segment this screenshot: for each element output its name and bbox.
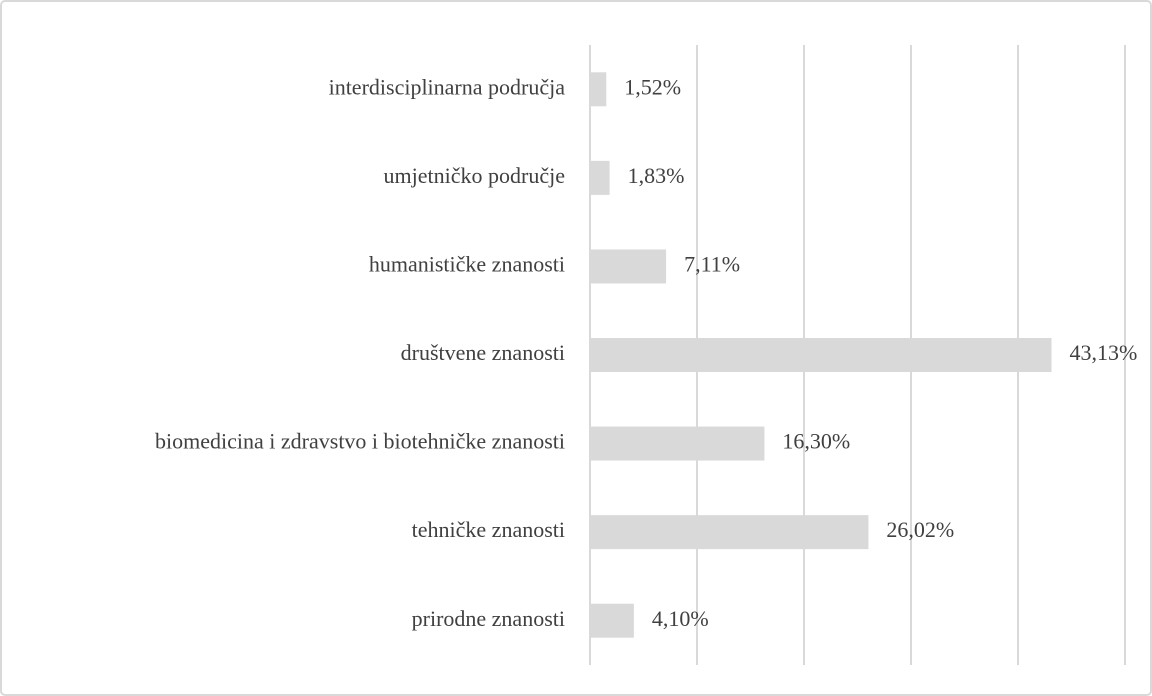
bar bbox=[590, 426, 765, 461]
data-label: 26,02% bbox=[886, 517, 954, 542]
data-label: 16,30% bbox=[782, 429, 850, 454]
bar bbox=[590, 72, 607, 107]
bar bbox=[590, 515, 869, 550]
bar bbox=[590, 160, 610, 195]
data-label: 1,52% bbox=[624, 74, 681, 99]
data-label: 4,10% bbox=[652, 606, 709, 631]
y-tick-label: interdisciplinarna područja bbox=[329, 74, 566, 99]
bar bbox=[590, 249, 667, 284]
bar bbox=[590, 338, 1052, 372]
data-label: 1,83% bbox=[628, 163, 685, 188]
data-label: 43,13% bbox=[1069, 340, 1137, 365]
y-tick-label: biomedicina i zdravstvo i biotehničke zn… bbox=[155, 429, 565, 454]
bar bbox=[590, 603, 634, 638]
data-label: 7,11% bbox=[684, 251, 740, 276]
y-tick-label: društvene znanosti bbox=[401, 340, 565, 365]
y-tick-label: humanističke znanosti bbox=[369, 251, 565, 276]
y-tick-label: tehničke znanosti bbox=[412, 517, 565, 542]
y-tick-label: umjetničko područje bbox=[384, 163, 565, 188]
y-tick-label: prirodne znanosti bbox=[412, 606, 565, 631]
